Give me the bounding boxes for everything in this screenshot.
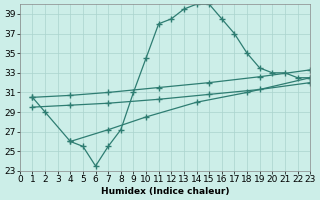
X-axis label: Humidex (Indice chaleur): Humidex (Indice chaleur) [101, 187, 229, 196]
